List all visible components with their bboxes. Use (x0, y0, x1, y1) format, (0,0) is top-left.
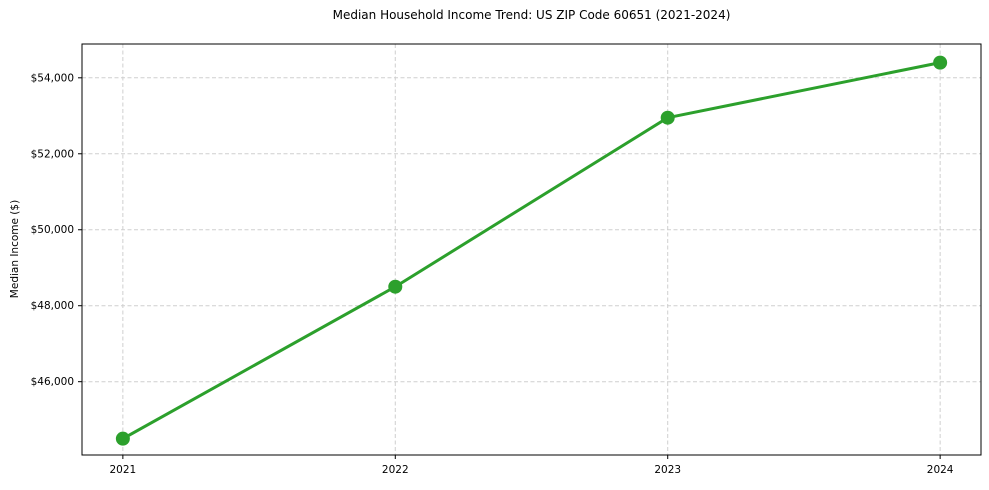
data-point-marker (660, 110, 675, 125)
data-point-marker (115, 431, 130, 446)
x-tick-label: 2023 (654, 464, 681, 476)
x-tick-label: 2021 (109, 464, 136, 476)
plot-border (81, 43, 982, 456)
y-tick-label: $54,000 (31, 72, 74, 84)
y-tick-label: $48,000 (31, 300, 74, 312)
data-point-marker (933, 55, 948, 70)
x-tick-label: 2022 (382, 464, 409, 476)
y-tick-label: $50,000 (31, 224, 74, 236)
y-tick-label: $52,000 (31, 148, 74, 160)
data-line (121, 61, 942, 441)
y-tick-label: $46,000 (31, 376, 74, 388)
x-tick-label: 2024 (927, 464, 954, 476)
chart-title: Median Household Income Trend: US ZIP Co… (332, 8, 731, 22)
data-point-marker (388, 279, 403, 294)
